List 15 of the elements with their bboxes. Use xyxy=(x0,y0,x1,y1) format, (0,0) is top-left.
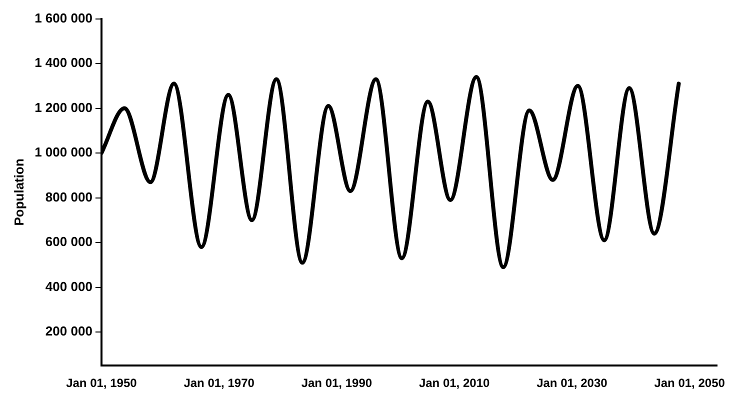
x-tick-label: Jan 01, 1950 xyxy=(66,376,138,390)
y-tick-label: 600 000 xyxy=(45,234,92,250)
y-tick-label: 400 000 xyxy=(45,278,92,294)
y-tick-label: 1 000 000 xyxy=(34,144,92,160)
y-tick-label: 800 000 xyxy=(45,189,92,204)
y-axis-title: Population xyxy=(11,158,26,226)
x-tick-label: Jan 01, 2050 xyxy=(654,376,726,390)
y-tick-label: 1 600 000 xyxy=(34,10,92,26)
x-tick-label: Jan 01, 1970 xyxy=(184,376,255,390)
x-tick-label: Jan 01, 2010 xyxy=(418,376,490,390)
x-tick-label: Jan 01, 1990 xyxy=(301,376,372,390)
y-tick-label: 1 400 000 xyxy=(34,55,92,70)
x-tick-label: Jan 01, 2030 xyxy=(536,376,608,390)
y-tick-label: 200 000 xyxy=(45,324,92,339)
y-tick-label: 1 200 000 xyxy=(34,100,92,115)
